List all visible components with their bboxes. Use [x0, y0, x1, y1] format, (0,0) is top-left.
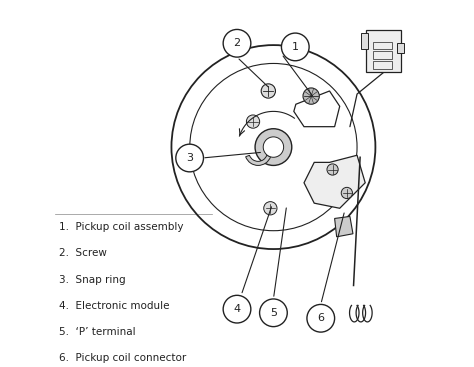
Text: 2: 2	[233, 38, 241, 48]
Bar	[373, 61, 392, 69]
Circle shape	[282, 33, 309, 61]
Circle shape	[261, 84, 275, 98]
Text: 4.  Electronic module: 4. Electronic module	[58, 301, 169, 311]
Circle shape	[341, 188, 353, 199]
Circle shape	[223, 29, 251, 57]
Text: 3.  Snap ring: 3. Snap ring	[58, 275, 125, 285]
Text: 5: 5	[270, 308, 277, 318]
Circle shape	[255, 129, 292, 166]
Bar	[361, 33, 368, 50]
Text: 6: 6	[317, 313, 324, 323]
Text: 4: 4	[233, 304, 241, 314]
Polygon shape	[304, 155, 365, 208]
Circle shape	[246, 115, 260, 128]
Polygon shape	[335, 217, 353, 237]
Text: 5.  ‘P’ terminal: 5. ‘P’ terminal	[58, 327, 135, 337]
Text: 1: 1	[292, 42, 299, 52]
Circle shape	[307, 304, 335, 332]
Bar	[397, 43, 404, 53]
Text: 3: 3	[186, 153, 193, 163]
Text: 6.  Pickup coil connector: 6. Pickup coil connector	[58, 353, 186, 363]
Circle shape	[303, 88, 319, 104]
Circle shape	[260, 299, 287, 327]
Bar	[373, 51, 392, 59]
Circle shape	[223, 295, 251, 323]
Circle shape	[263, 137, 283, 157]
Circle shape	[264, 201, 277, 215]
Circle shape	[327, 164, 338, 175]
Text: 1.  Pickup coil assembly: 1. Pickup coil assembly	[58, 222, 183, 232]
Bar	[373, 41, 392, 50]
Wedge shape	[246, 155, 271, 166]
Text: 2.  Screw: 2. Screw	[58, 248, 106, 258]
Circle shape	[176, 144, 203, 172]
Bar	[366, 30, 401, 72]
